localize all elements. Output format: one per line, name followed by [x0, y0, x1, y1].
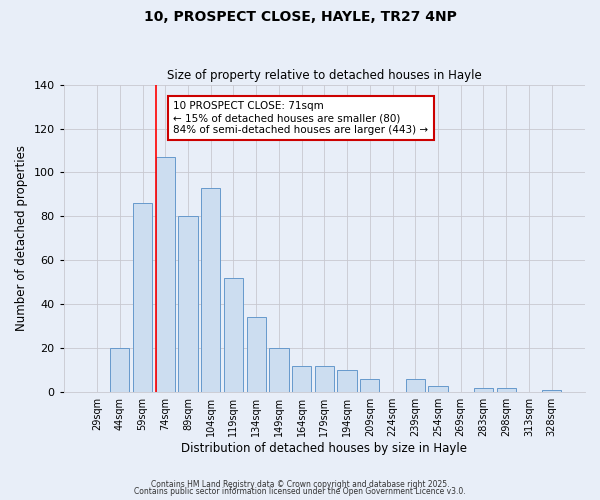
Text: Contains public sector information licensed under the Open Government Licence v3: Contains public sector information licen… [134, 487, 466, 496]
Bar [269, 348, 289, 392]
Bar [247, 318, 266, 392]
Bar [314, 366, 334, 392]
Text: 10 PROSPECT CLOSE: 71sqm
← 15% of detached houses are smaller (80)
84% of semi-d: 10 PROSPECT CLOSE: 71sqm ← 15% of detach… [173, 102, 428, 134]
Bar [497, 388, 516, 392]
Bar [406, 379, 425, 392]
Text: Contains HM Land Registry data © Crown copyright and database right 2025.: Contains HM Land Registry data © Crown c… [151, 480, 449, 489]
Bar [542, 390, 562, 392]
Bar [110, 348, 130, 392]
Bar [360, 379, 379, 392]
X-axis label: Distribution of detached houses by size in Hayle: Distribution of detached houses by size … [181, 442, 467, 455]
Bar [201, 188, 220, 392]
Bar [474, 388, 493, 392]
Bar [155, 157, 175, 392]
Title: Size of property relative to detached houses in Hayle: Size of property relative to detached ho… [167, 69, 482, 82]
Bar [178, 216, 197, 392]
Bar [292, 366, 311, 392]
Bar [224, 278, 243, 392]
Bar [337, 370, 357, 392]
Text: 10, PROSPECT CLOSE, HAYLE, TR27 4NP: 10, PROSPECT CLOSE, HAYLE, TR27 4NP [143, 10, 457, 24]
Y-axis label: Number of detached properties: Number of detached properties [15, 146, 28, 332]
Bar [428, 386, 448, 392]
Bar [133, 203, 152, 392]
